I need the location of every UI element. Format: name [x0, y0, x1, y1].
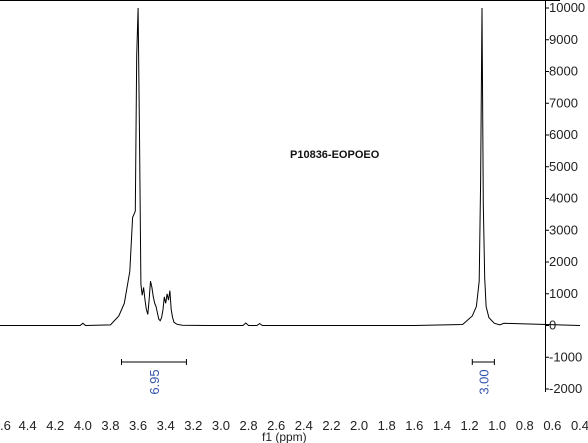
y-tick-label: 5000 [549, 159, 578, 174]
y-tick-label: 3000 [549, 222, 578, 237]
integral-regions: 6.95 3.00 [121, 359, 495, 395]
integral-label: 3.00 [476, 369, 491, 394]
x-axis-label: f1 (ppm) [262, 430, 307, 443]
x-tick-label: 1.2 [460, 418, 478, 433]
x-tick-label: .6 [0, 418, 11, 433]
y-axis-ticks: 10000 9000 8000 7000 6000 5000 4000 3000 2000 100… [545, 0, 585, 396]
x-tick-label: 3.6 [129, 418, 147, 433]
chart-title: P10836-EOPOEO [290, 149, 380, 161]
y-tick-label: 6000 [549, 127, 578, 142]
y-tick-label: 9000 [549, 32, 578, 47]
x-tick-label: 0.6 [543, 418, 561, 433]
x-tick-label: 1.0 [488, 418, 506, 433]
x-axis-ticks: .6 4.4 4.2 4.0 3.8 3.6 3.4 3.2 3.0 2.8 2.6 2.4 2.2 2.… [0, 418, 588, 433]
y-tick-label: 10000 [549, 0, 585, 15]
x-tick-label: 1.8 [378, 418, 396, 433]
x-tick-label: 4.0 [74, 418, 92, 433]
x-tick-label: 2.6 [267, 418, 285, 433]
x-tick-label: 2.4 [295, 418, 313, 433]
x-tick-label: 3.4 [157, 418, 175, 433]
x-tick-label: 0.8 [516, 418, 534, 433]
x-tick-label: 1.4 [433, 418, 451, 433]
x-tick-label: 4.4 [19, 418, 37, 433]
y-tick-label: 4000 [549, 191, 578, 206]
x-tick-label: 0.4 [571, 418, 588, 433]
x-tick-label: 3.2 [184, 418, 202, 433]
x-tick-label: 3.0 [212, 418, 230, 433]
y-tick-label: 7000 [549, 95, 578, 110]
x-tick-label: 3.8 [101, 418, 119, 433]
y-tick-label: 2000 [549, 254, 578, 269]
x-tick-label: 2.0 [350, 418, 368, 433]
integral-label: 6.95 [147, 369, 162, 394]
x-tick-label: 1.6 [405, 418, 423, 433]
y-tick-label: 1000 [549, 286, 578, 301]
y-tick-label: -2000 [549, 381, 582, 396]
x-tick-label: 2.2 [322, 418, 340, 433]
spectrum-series-line [0, 7, 581, 327]
y-tick-label: -1000 [549, 349, 582, 364]
x-tick-label: 4.2 [46, 418, 64, 433]
y-tick-label: 8000 [549, 64, 578, 79]
x-tick-label: 2.8 [240, 418, 258, 433]
